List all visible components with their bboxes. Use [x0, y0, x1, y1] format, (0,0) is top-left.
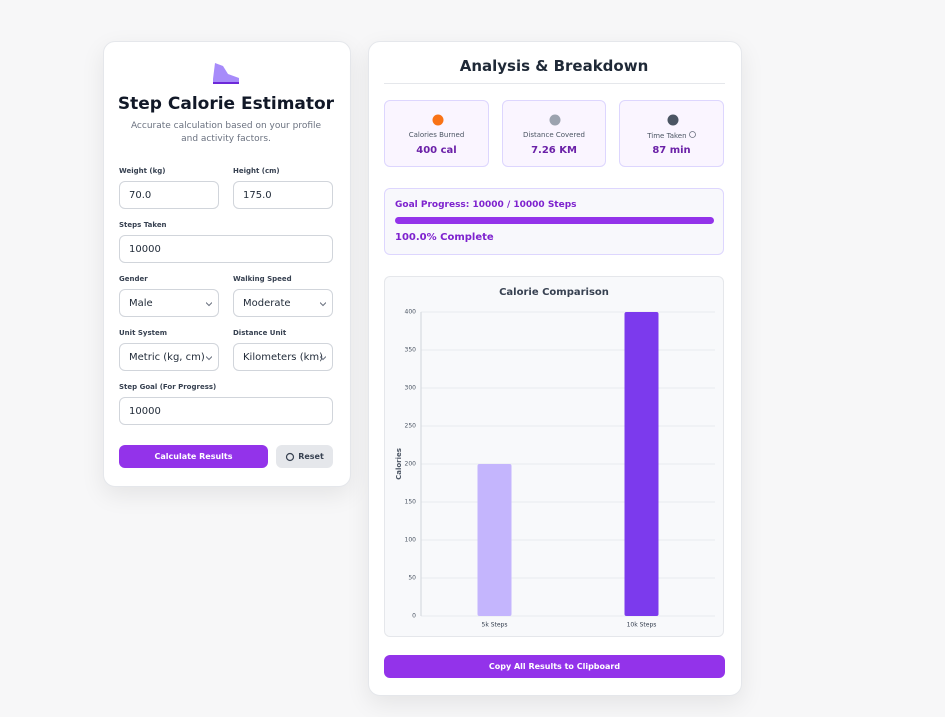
chevron	[206, 356, 212, 361]
y-tick-label: 0	[412, 613, 416, 620]
goal-progress-bar	[395, 217, 714, 224]
y-tick-label: 350	[405, 347, 417, 354]
field-value: 10000	[129, 405, 161, 417]
bar	[477, 464, 512, 616]
stat-icon	[667, 114, 678, 126]
field-label: Steps Taken	[119, 221, 167, 229]
bar	[624, 312, 659, 616]
stat-label-text: Calories Burned	[408, 131, 465, 139]
calculate-button[interactable]: Calculate Results	[119, 445, 268, 468]
select[interactable]: Kilometers (km)	[233, 343, 333, 371]
stat-value: 87 min	[652, 145, 691, 156]
field-value: Moderate	[243, 297, 291, 309]
select[interactable]: Moderate	[233, 289, 333, 317]
y-tick-label: 300	[405, 385, 417, 392]
y-tick-label: 150	[405, 499, 417, 506]
divider	[384, 83, 725, 84]
stat-icon	[432, 114, 443, 126]
y-tick-label: 100	[405, 537, 417, 544]
field-label: Weight (kg)	[119, 167, 166, 175]
field-value: 10000	[129, 243, 161, 255]
stat-card: Time Taken 87 min	[619, 100, 724, 167]
select[interactable]: Male	[119, 289, 219, 317]
app-subtitle: Accurate calculation based on your profi…	[130, 121, 322, 144]
copy-button[interactable]: Copy All Results to Clipboard	[384, 655, 725, 678]
stat-card: Calories Burned 400 cal	[384, 100, 489, 167]
stat-icon	[549, 114, 561, 126]
text-input[interactable]: 175.0	[233, 181, 333, 209]
field-value: 175.0	[243, 189, 272, 201]
reset-button[interactable]: Reset	[276, 445, 333, 468]
info-icon	[688, 131, 696, 138]
text-input[interactable]: 10000	[119, 235, 333, 263]
goal-label: Goal Progress: 10000 / 10000 Steps	[395, 200, 577, 210]
app-title: Step Calorie Estimator	[117, 94, 335, 114]
field-label: Gender	[119, 275, 148, 283]
chart-title: Calorie Comparison	[499, 287, 609, 298]
y-tick-label: 200	[405, 461, 417, 468]
field-label: Height (cm)	[233, 167, 280, 175]
chevron	[206, 302, 212, 307]
results-title: Analysis & Breakdown	[459, 57, 649, 75]
field-value: Male	[129, 297, 153, 309]
chevron	[320, 356, 326, 361]
y-tick-label: 400	[405, 309, 417, 316]
field-value: Kilometers (km)	[243, 351, 324, 363]
chevron	[320, 302, 326, 307]
y-axis-label: Calories	[395, 448, 403, 480]
x-tick-label: 5k Steps	[482, 622, 508, 629]
goal-status: 100.0% Complete	[395, 232, 494, 243]
reset-label: Reset	[298, 452, 324, 461]
field-label: Walking Speed	[233, 275, 292, 283]
text-input[interactable]: 70.0	[119, 181, 219, 209]
stat-label: Time Taken	[620, 131, 723, 140]
field-label: Step Goal (For Progress)	[119, 383, 217, 391]
chart-box	[384, 276, 724, 637]
field-value: 70.0	[129, 189, 152, 201]
chart: Calorie Comparison Calories 0 50 100 150 200…	[395, 287, 715, 629]
shoe-icon	[213, 63, 239, 84]
reset-icon	[286, 452, 295, 461]
stat-value: 400 cal	[416, 145, 457, 156]
stat-value: 7.26 KM	[531, 145, 577, 156]
stat-label-text: Time Taken	[647, 132, 687, 140]
stat-card: Distance Covered 7.26 KM	[502, 100, 606, 167]
stat-label: Calories Burned	[385, 131, 488, 139]
y-tick-label: 50	[408, 575, 416, 582]
stat-label: Distance Covered	[503, 131, 605, 139]
stat-label-text: Distance Covered	[523, 131, 585, 139]
field-value: Metric (kg, cm)	[129, 351, 205, 363]
field-label: Distance Unit	[233, 329, 287, 337]
y-tick-label: 250	[405, 423, 417, 430]
text-input[interactable]: 10000	[119, 397, 333, 425]
x-tick-label: 10k Steps	[627, 622, 657, 629]
select[interactable]: Metric (kg, cm)	[119, 343, 219, 371]
field-label: Unit System	[119, 329, 168, 337]
